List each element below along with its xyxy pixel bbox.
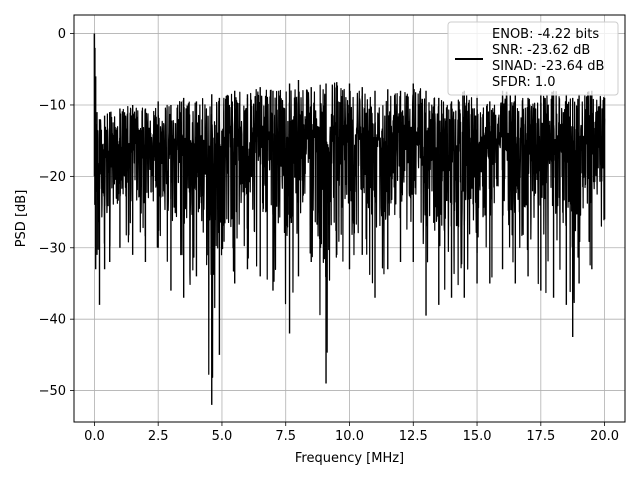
x-tick-label: 0.0 <box>84 429 105 444</box>
x-axis-ticks: 0.0 2.5 5.0 7.5 10.0 12.5 15.0 17.5 20.0 <box>84 422 619 444</box>
legend: ENOB: -4.22 bits SNR: -23.62 dB SINAD: -… <box>447 21 619 96</box>
x-axis-label: Frequency [MHz] <box>295 451 404 466</box>
psd-trace <box>93 33 606 405</box>
legend-text-sfdr: SFDR: 1.0 <box>492 75 556 90</box>
x-tick-label: 17.5 <box>526 429 555 444</box>
legend-text-sinad: SINAD: -23.64 dB <box>492 59 604 74</box>
x-tick-label: 5.0 <box>212 429 233 444</box>
y-tick-label: −50 <box>39 384 66 399</box>
x-tick-label: 2.5 <box>148 429 169 444</box>
x-tick-label: 15.0 <box>463 429 492 444</box>
legend-text-enob: ENOB: -4.22 bits <box>492 27 599 42</box>
y-axis-ticks: 0 −10 −20 −30 −40 −50 <box>39 27 74 399</box>
legend-text-snr: SNR: -23.62 dB <box>492 43 590 58</box>
x-tick-label: 10.0 <box>335 429 364 444</box>
x-tick-label: 20.0 <box>590 429 619 444</box>
x-tick-label: 12.5 <box>399 429 428 444</box>
y-tick-label: −30 <box>39 241 66 256</box>
y-tick-label: −40 <box>39 313 66 328</box>
y-tick-label: 0 <box>58 27 66 42</box>
y-axis-label: PSD [dB] <box>14 190 29 248</box>
legend-box <box>447 21 619 96</box>
y-tick-label: −10 <box>39 98 66 113</box>
y-tick-label: −20 <box>39 170 66 185</box>
x-tick-label: 7.5 <box>275 429 296 444</box>
